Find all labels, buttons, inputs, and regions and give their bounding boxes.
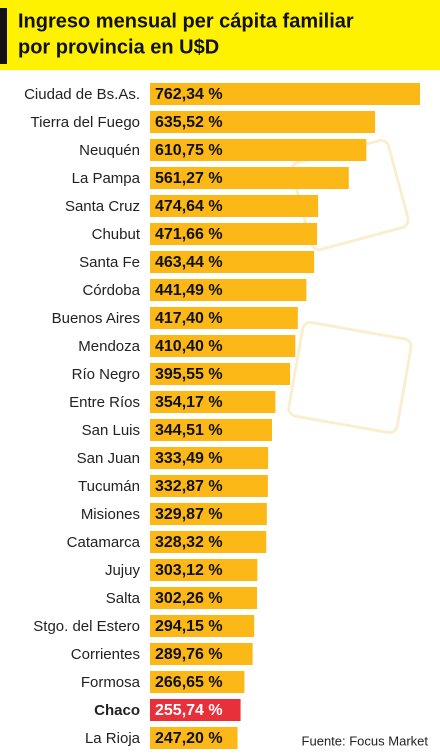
- bar: [150, 727, 238, 749]
- value-label: 333,49 %: [155, 450, 223, 467]
- category-label: La Rioja: [85, 730, 141, 747]
- value-label: 303,12 %: [155, 562, 223, 579]
- value-label: 762,34 %: [155, 86, 223, 103]
- value-label: 302,26 %: [155, 590, 223, 607]
- bar: [150, 475, 268, 497]
- category-label: Santa Fe: [79, 254, 140, 271]
- bar: [150, 503, 267, 525]
- category-label: Salta: [106, 590, 141, 607]
- category-label: Jujuy: [105, 562, 141, 579]
- value-label: 635,52 %: [155, 114, 223, 131]
- value-label: 294,15 %: [155, 618, 223, 635]
- bar: [150, 363, 291, 385]
- bar: [150, 335, 296, 357]
- category-label: Buenos Aires: [52, 310, 140, 327]
- value-label: 395,55 %: [155, 366, 223, 383]
- value-label: 441,49 %: [155, 282, 223, 299]
- category-label: Misiones: [81, 506, 140, 523]
- bar: [150, 167, 349, 189]
- bar: [150, 391, 276, 413]
- value-label: 328,32 %: [155, 534, 223, 551]
- value-label: 255,74 %: [155, 702, 223, 719]
- category-label: San Luis: [82, 422, 140, 439]
- value-label: 289,76 %: [155, 646, 223, 663]
- value-label: 474,64 %: [155, 198, 223, 215]
- category-label: Chubut: [92, 226, 141, 243]
- value-label: 329,87 %: [155, 506, 223, 523]
- bar: [150, 419, 273, 441]
- category-label: San Juan: [77, 450, 140, 467]
- category-label: Mendoza: [78, 338, 140, 355]
- bar: [150, 699, 241, 721]
- category-label: Río Negro: [72, 366, 140, 383]
- chart-title: Ingreso mensual per cápita familiar: [18, 10, 354, 32]
- bar: [150, 587, 258, 609]
- value-label: 344,51 %: [155, 422, 223, 439]
- category-label: Formosa: [81, 674, 141, 691]
- bar: [150, 671, 245, 693]
- value-label: 410,40 %: [155, 338, 223, 355]
- category-label: Ciudad de Bs.As.: [24, 86, 140, 103]
- value-label: 332,87 %: [155, 478, 223, 495]
- category-label: Entre Ríos: [69, 394, 140, 411]
- value-label: 471,66 %: [155, 226, 223, 243]
- bar: [150, 615, 255, 637]
- value-label: 354,17 %: [155, 394, 223, 411]
- category-label: Tierra del Fuego: [31, 114, 141, 131]
- bar: [150, 531, 267, 553]
- category-label: Santa Cruz: [65, 198, 140, 215]
- chart-subtitle: por provincia en U$D: [18, 36, 219, 58]
- bar: [150, 447, 269, 469]
- bar: [150, 111, 376, 133]
- bar: [150, 251, 315, 273]
- bar: [150, 195, 319, 217]
- category-label: Stgo. del Estero: [33, 618, 140, 635]
- value-label: 610,75 %: [155, 142, 223, 159]
- header-accent: [0, 8, 7, 64]
- bar: [150, 559, 258, 581]
- category-label: Catamarca: [67, 534, 141, 551]
- bar: [150, 83, 420, 105]
- bar: [150, 279, 307, 301]
- category-label: Neuquén: [79, 142, 140, 159]
- bar: [150, 643, 253, 665]
- category-label: Tucumán: [78, 478, 140, 495]
- source: Fuente: Focus Market: [302, 733, 429, 748]
- header-bg: [0, 0, 440, 70]
- value-label: 463,44 %: [155, 254, 223, 271]
- value-label: 417,40 %: [155, 310, 223, 327]
- category-label: Chaco: [94, 702, 140, 719]
- category-label: La Pampa: [72, 170, 141, 187]
- bar: [150, 307, 298, 329]
- category-label: Córdoba: [82, 282, 140, 299]
- value-label: 561,27 %: [155, 170, 223, 187]
- bar: [150, 223, 318, 245]
- value-label: 266,65 %: [155, 674, 223, 691]
- category-label: Corrientes: [71, 646, 140, 663]
- bar: [150, 139, 367, 161]
- value-label: 247,20 %: [155, 730, 223, 747]
